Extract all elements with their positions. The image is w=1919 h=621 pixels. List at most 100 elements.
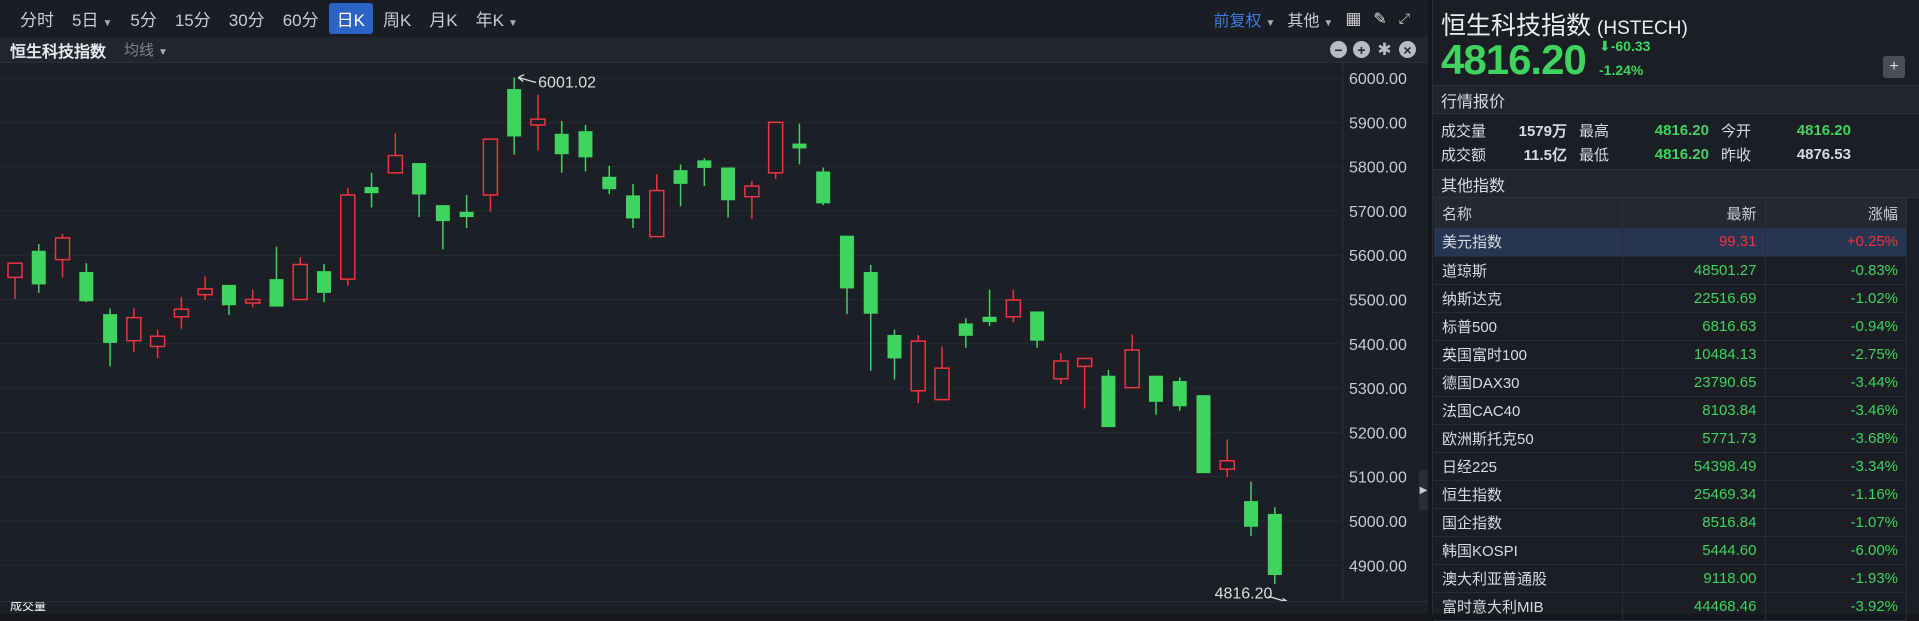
pen-icon[interactable]: ✎	[1373, 10, 1387, 28]
add-watchlist-button[interactable]: +	[1883, 56, 1905, 78]
tab-monthly-k[interactable]: 月K	[429, 11, 458, 30]
table-row[interactable]: 法国CAC40 8103.84 -3.46%	[1434, 396, 1907, 425]
candle[interactable]	[1148, 375, 1163, 415]
candle[interactable]	[103, 308, 118, 367]
candle[interactable]	[149, 329, 166, 358]
close-icon[interactable]: ×	[1399, 41, 1416, 58]
index-name: 澳大利亚普通股	[1434, 564, 1623, 593]
candle[interactable]	[1219, 439, 1236, 478]
table-row[interactable]: 纳斯达克 22516.69 -1.02%	[1434, 284, 1907, 313]
other-dropdown[interactable]: 其他 ▼	[1287, 7, 1333, 31]
candle[interactable]	[910, 334, 927, 404]
candle[interactable]	[79, 263, 94, 303]
candle[interactable]	[269, 246, 284, 307]
ma-dropdown[interactable]: 均线 ▼	[124, 39, 168, 60]
tab-60min[interactable]: 60分	[282, 11, 319, 30]
tab-5min[interactable]: 5分	[130, 11, 157, 30]
candle[interactable]	[435, 205, 450, 250]
candle[interactable]	[721, 167, 736, 218]
table-row[interactable]: 恒生指数 25469.34 -1.16%	[1434, 480, 1907, 509]
table-row[interactable]: 国企指数 8516.84 -1.07%	[1434, 508, 1907, 537]
stat-value: 4816.20	[1796, 121, 1851, 139]
candle[interactable]	[507, 77, 522, 155]
candle[interactable]	[767, 121, 784, 180]
candle[interactable]	[839, 235, 854, 315]
col-name[interactable]: 名称	[1434, 198, 1623, 228]
candle[interactable]	[340, 187, 356, 286]
chevron-down-icon: ▼	[102, 18, 113, 29]
candle[interactable]	[578, 124, 593, 172]
candle[interactable]	[317, 264, 332, 303]
zoom-in-icon[interactable]: +	[1353, 41, 1370, 58]
candle[interactable]	[530, 94, 546, 151]
table-row[interactable]: 美元指数 99.31 +0.25%	[1434, 228, 1907, 257]
tab-5day[interactable]: 5日 ▼	[64, 3, 120, 34]
candle[interactable]	[626, 183, 641, 229]
candle[interactable]	[1076, 357, 1093, 409]
candle[interactable]	[554, 120, 569, 173]
candle-body	[1005, 299, 1022, 318]
candle[interactable]	[459, 194, 474, 229]
zoom-out-icon[interactable]: −	[1330, 41, 1347, 58]
candle[interactable]	[744, 180, 760, 219]
table-row[interactable]: 英国富时100 10484.13 -2.75%	[1434, 340, 1907, 369]
table-row[interactable]: 韩国KOSPI 5444.60 -6.00%	[1434, 536, 1907, 565]
table-row[interactable]: 欧洲斯托克50 5771.73 -3.68%	[1434, 424, 1907, 453]
tab-daily-k[interactable]: 日K	[328, 3, 373, 34]
candle[interactable]	[1196, 395, 1211, 474]
adjust-dropdown[interactable]: 前复权 ▼	[1213, 7, 1275, 31]
candle[interactable]	[697, 158, 712, 187]
tab-weekly-k[interactable]: 周K	[382, 11, 412, 30]
index-last: 44468.46	[1622, 592, 1766, 621]
candle[interactable]	[934, 346, 950, 401]
table-row[interactable]: 澳大利亚普通股 9118.00 -1.93%	[1434, 564, 1907, 593]
candle[interactable]	[387, 133, 404, 174]
candle[interactable]	[221, 284, 236, 316]
col-change[interactable]: 涨幅	[1765, 198, 1907, 228]
candle[interactable]	[1267, 507, 1282, 584]
candle[interactable]	[1030, 311, 1045, 348]
gear-icon[interactable]: ✱	[1377, 40, 1392, 59]
candle[interactable]	[602, 165, 617, 195]
candle[interactable]	[1053, 353, 1069, 385]
candle[interactable]	[54, 233, 71, 278]
candle[interactable]	[173, 297, 190, 329]
candle[interactable]	[1244, 481, 1259, 537]
candle[interactable]	[197, 276, 213, 300]
candlestick-chart[interactable]: 6000.00 5900.00 5800.00 5700.00 5600.00 5500.…	[0, 0, 1428, 614]
candle[interactable]	[292, 257, 308, 301]
candle[interactable]	[1005, 289, 1022, 323]
candle[interactable]	[7, 262, 23, 300]
candle[interactable]	[412, 163, 427, 218]
fullscreen-icon[interactable]: ⤢	[1398, 10, 1410, 26]
candle[interactable]	[126, 308, 142, 353]
tab-15min[interactable]: 15分	[174, 11, 211, 30]
candle[interactable]	[816, 167, 831, 206]
candle[interactable]	[649, 174, 665, 238]
candle[interactable]	[364, 172, 379, 208]
candle[interactable]	[1101, 369, 1116, 428]
candle[interactable]	[887, 329, 902, 380]
candle[interactable]	[863, 264, 878, 371]
tab-yearly-k[interactable]: 年K ▼	[468, 3, 526, 34]
candle[interactable]	[982, 289, 997, 327]
candle-body	[126, 316, 142, 342]
candle[interactable]	[673, 164, 688, 207]
table-row[interactable]: 德国DAX30 23790.65 -3.44%	[1434, 368, 1907, 397]
table-row[interactable]: 日经225 54398.49 -3.34%	[1434, 452, 1907, 481]
candle[interactable]	[958, 318, 973, 348]
table-row[interactable]: 富时意大利MIB 44468.46 -3.92%	[1434, 592, 1907, 621]
panel-collapse-handle[interactable]: ▶	[1419, 470, 1428, 510]
tab-fenshi[interactable]: 分时	[20, 11, 54, 30]
candle[interactable]	[1172, 377, 1187, 411]
candle[interactable]	[244, 289, 261, 308]
tab-30min[interactable]: 30分	[228, 11, 265, 30]
candle[interactable]	[1124, 334, 1140, 389]
candle[interactable]	[482, 138, 499, 212]
candle[interactable]	[31, 244, 46, 293]
layout-grid-icon[interactable]: ▦	[1345, 8, 1362, 28]
candle[interactable]	[792, 123, 807, 165]
table-row[interactable]: 道琼斯 48501.27 -0.83%	[1434, 256, 1907, 285]
table-row[interactable]: 标普500 6816.63 -0.94%	[1434, 312, 1907, 341]
col-last[interactable]: 最新	[1622, 198, 1766, 228]
